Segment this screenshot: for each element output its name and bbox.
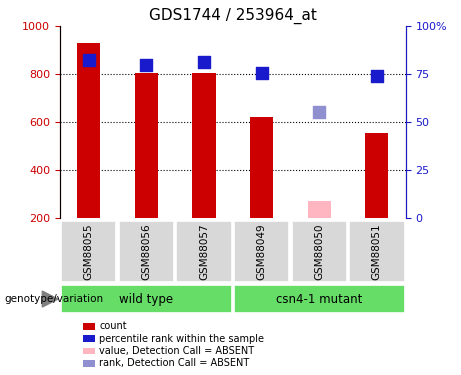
Text: wild type: wild type bbox=[119, 292, 173, 306]
Point bbox=[85, 57, 92, 63]
Text: GSM88056: GSM88056 bbox=[142, 223, 151, 280]
Point bbox=[200, 59, 207, 65]
Bar bbox=[135, 73, 158, 217]
Text: percentile rank within the sample: percentile rank within the sample bbox=[99, 334, 264, 344]
FancyBboxPatch shape bbox=[291, 220, 347, 282]
Text: GSM88049: GSM88049 bbox=[257, 223, 266, 280]
FancyBboxPatch shape bbox=[61, 220, 116, 282]
Bar bbox=[250, 117, 273, 218]
FancyBboxPatch shape bbox=[61, 285, 231, 314]
Text: GSM88050: GSM88050 bbox=[314, 223, 324, 279]
Point bbox=[373, 74, 381, 80]
Text: GSM88051: GSM88051 bbox=[372, 223, 382, 280]
Text: genotype/variation: genotype/variation bbox=[5, 294, 104, 304]
Bar bbox=[365, 133, 388, 218]
Point bbox=[315, 110, 323, 116]
FancyBboxPatch shape bbox=[118, 220, 174, 282]
Bar bbox=[193, 73, 216, 217]
Polygon shape bbox=[42, 291, 58, 307]
FancyBboxPatch shape bbox=[176, 220, 231, 282]
Point bbox=[258, 70, 266, 76]
Bar bbox=[308, 201, 331, 217]
Text: count: count bbox=[99, 321, 127, 331]
FancyBboxPatch shape bbox=[349, 220, 405, 282]
Text: rank, Detection Call = ABSENT: rank, Detection Call = ABSENT bbox=[99, 358, 249, 368]
Text: csn4-1 mutant: csn4-1 mutant bbox=[276, 292, 362, 306]
Bar bbox=[77, 43, 100, 218]
FancyBboxPatch shape bbox=[234, 220, 290, 282]
Text: GSM88057: GSM88057 bbox=[199, 223, 209, 280]
FancyBboxPatch shape bbox=[234, 285, 405, 314]
Title: GDS1744 / 253964_at: GDS1744 / 253964_at bbox=[149, 7, 317, 24]
Point bbox=[142, 62, 150, 68]
Text: value, Detection Call = ABSENT: value, Detection Call = ABSENT bbox=[99, 346, 254, 356]
Text: GSM88055: GSM88055 bbox=[84, 223, 94, 280]
